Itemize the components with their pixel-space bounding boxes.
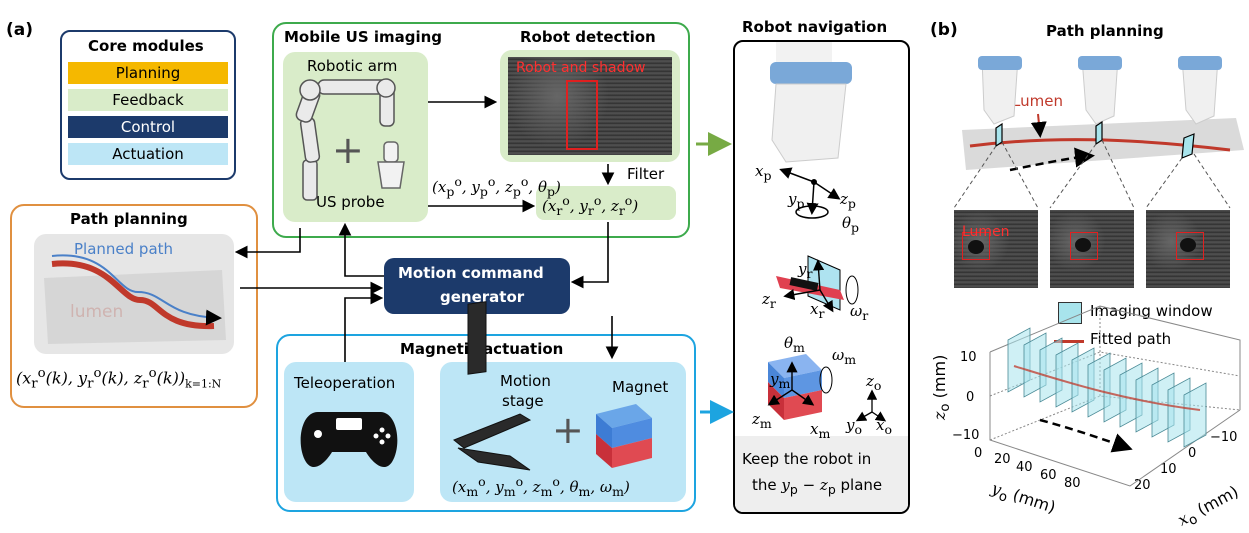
lumen-dark-2	[1075, 238, 1091, 252]
path-planning-title: Path planning	[70, 210, 188, 228]
module-control: Control	[68, 116, 228, 138]
robot-detection-title: Robot detection	[520, 28, 656, 46]
lumen-dark-3	[1180, 238, 1196, 252]
x-tick-20: 20	[1134, 478, 1151, 493]
panel-b-title: Path planning	[1046, 22, 1164, 40]
plus-sign: +	[332, 128, 364, 172]
path-planning-illustration	[44, 254, 226, 344]
panel-b-label: (b)	[930, 20, 958, 40]
lumen-box-3	[1176, 232, 1204, 260]
planned-path-label: Planned path	[74, 240, 174, 258]
legend-fitted-path-swatch	[1054, 340, 1084, 343]
z-tick-top: 10	[960, 350, 977, 365]
y-tick-20: 20	[994, 452, 1011, 467]
motion-stage-illustration	[453, 301, 532, 471]
robot-navigation-title: Robot navigation	[742, 18, 888, 36]
fitted-path-line	[1013, 365, 1201, 411]
probe-pose-text: (xpo, ypo, zpo, θp)	[432, 174, 561, 199]
path-sequence-text: (xro(k), yro(k), zro(k))k=1:N	[16, 366, 222, 392]
module-planning: Planning	[68, 62, 228, 84]
imaging-windows	[1007, 327, 1207, 448]
legend-imaging-window: Imaging window	[1090, 302, 1213, 320]
x-tick-10: 10	[1160, 462, 1177, 477]
probe-frame-axes	[779, 167, 841, 219]
axis-zp: zp	[840, 190, 856, 211]
axis-yo: yo	[846, 416, 863, 437]
navigation-caption-bg	[735, 436, 908, 512]
x-tick-0: 0	[1188, 446, 1197, 461]
z-tick-mid: 0	[966, 390, 975, 405]
axis-zo: zo	[866, 372, 882, 393]
axis-zr: zr	[762, 290, 776, 311]
lumen-box-2	[1070, 232, 1098, 260]
robot-pose-panel	[536, 186, 676, 220]
panel-a-label: (a)	[6, 20, 34, 40]
robotic-arm-illustration	[295, 78, 396, 201]
mobile-us-imaging-title: Mobile US imaging	[284, 28, 443, 46]
path-planning-box	[10, 204, 258, 408]
motion-stage-label-2: stage	[502, 392, 544, 410]
y-tick-80: 80	[1064, 476, 1081, 491]
us-probe-illustration	[377, 141, 405, 189]
axis-omegam: ωm	[832, 346, 857, 367]
lumen-dark-1	[968, 240, 984, 254]
robot-navigation-box	[733, 40, 910, 514]
filter-label: Filter	[627, 165, 665, 183]
y-tick-0: 0	[974, 446, 983, 461]
axis-thetam: θm	[784, 334, 805, 355]
axis-xo: xo	[876, 416, 892, 437]
mobile-us-imaging-box	[272, 22, 690, 238]
teleoperation-label: Teleoperation	[294, 374, 396, 392]
robotic-arm-label: Robotic arm	[307, 57, 398, 75]
x-tick-neg10: −10	[1210, 430, 1238, 445]
us-probe-label: US probe	[316, 193, 385, 211]
axis-ym: ym	[770, 370, 791, 391]
world-frame-axes	[855, 389, 887, 422]
robot-bounding-box	[566, 80, 598, 150]
axis-yp: yp	[788, 190, 805, 211]
axis-yr: yr	[798, 260, 813, 281]
lumen-label-b: Lumen	[1012, 92, 1063, 110]
magnet-pose-text: (xmo, ymo, zmo, θm, ωm)	[452, 474, 630, 499]
lumen-box-1	[962, 232, 990, 260]
direction-arrow-3d	[1039, 418, 1133, 453]
z-tick-bottom: −10	[952, 428, 980, 443]
probe-illustration	[770, 42, 852, 163]
axis-zm: zm	[752, 410, 772, 431]
module-feedback: Feedback	[68, 89, 228, 111]
legend-imaging-window-swatch	[1058, 302, 1082, 324]
axis-xm: xm	[810, 420, 831, 441]
module-actuation: Actuation	[68, 143, 228, 165]
navigation-caption-1: Keep the robot in	[742, 450, 872, 468]
motion-command-line1: Motion command	[398, 264, 544, 282]
robot-and-shadow-label: Robot and shadow	[516, 60, 646, 76]
y-tick-60: 60	[1040, 468, 1057, 483]
magnet-frame-cube	[767, 354, 833, 420]
robot-pose-text: (xro, yro, zro)	[542, 193, 639, 218]
us-slice-2	[1050, 210, 1134, 288]
us-image-detection	[508, 57, 672, 155]
navigation-caption-2: the yp − zp plane	[752, 476, 883, 497]
legend-fitted-path: Fitted path	[1090, 330, 1172, 348]
motion-stage-label-1: Motion	[500, 372, 551, 390]
robot-frame-illustration	[776, 255, 859, 313]
imaging-window	[1183, 382, 1207, 448]
axis-xr: xr	[810, 300, 825, 321]
us-lumen-label: Lumen	[962, 224, 1010, 240]
magnet-label: Magnet	[612, 378, 669, 396]
plus-sign-2: +	[552, 408, 584, 452]
axis-thetap: θp	[842, 214, 860, 235]
magnet-cube-icon	[596, 404, 652, 468]
core-modules-title: Core modules	[88, 37, 204, 55]
lumen-phantom-render	[953, 56, 1244, 209]
y-tick-40: 40	[1016, 460, 1033, 475]
axis-omegar: ωr	[850, 302, 869, 323]
axis-xp: xp	[755, 162, 772, 183]
motion-command-line2: generator	[440, 288, 525, 306]
gamepad-icon	[300, 412, 398, 468]
